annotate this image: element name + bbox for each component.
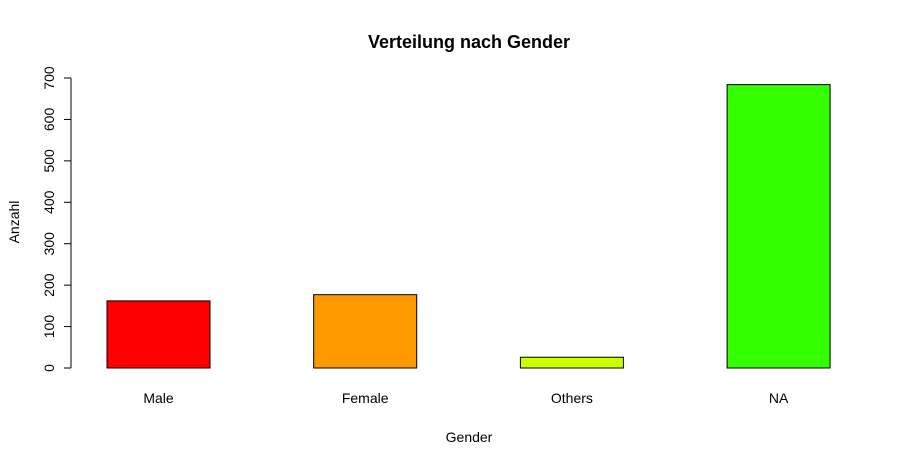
x-tick-label-female: Female [342,390,389,406]
y-tick-label: 600 [41,108,57,132]
x-tick-label-na: NA [769,390,789,406]
y-tick-label: 100 [41,315,57,339]
y-tick-label: 0 [41,364,57,372]
bar-male [106,300,211,369]
y-tick-label: 300 [41,232,57,256]
y-tick-label: 400 [41,190,57,214]
y-axis: 0 100 200 300 400 500 600 700 [41,66,72,372]
bar-na [726,84,831,369]
chart-title: Verteilung nach Gender [368,32,570,52]
y-tick-label: 500 [41,149,57,173]
y-tick-label: 700 [41,66,57,90]
x-tick-label-male: Male [143,390,174,406]
y-axis-label: Anzahl [6,201,22,244]
bars [106,84,831,369]
category-labels: Male Female Others NA [143,390,789,406]
y-tick-label: 200 [41,273,57,297]
x-axis-label: Gender [446,429,493,445]
bar-others [519,356,624,369]
bar-female [313,294,418,369]
x-tick-label-others: Others [551,390,593,406]
